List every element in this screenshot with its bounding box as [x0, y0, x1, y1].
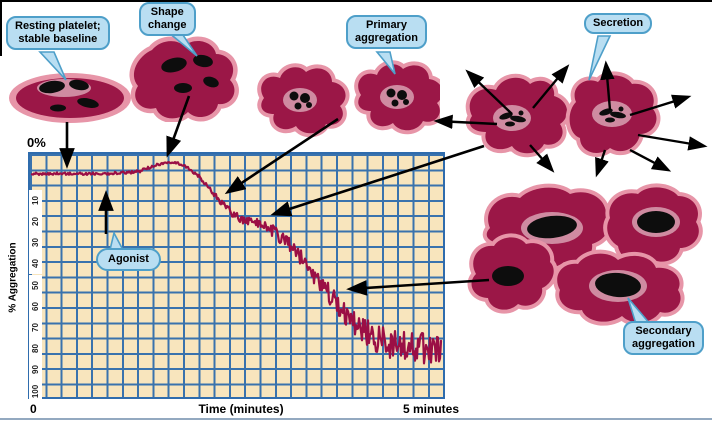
- granule-mass: [527, 215, 577, 239]
- y-tick-label: 10: [29, 189, 42, 211]
- granule-mass: [595, 272, 641, 298]
- y-tick-label: 40: [29, 253, 42, 275]
- callout-text: Primary: [365, 19, 407, 31]
- granule-mass: [637, 211, 675, 233]
- secondary-aggregation-cluster: [460, 178, 708, 330]
- y-tick-label: 80: [29, 338, 42, 360]
- aggregated-platelet-1: [487, 188, 609, 269]
- x-axis-end-label: 5 minutes: [403, 402, 460, 416]
- secretion-cells: [458, 66, 665, 184]
- callout-resting-platelet: Resting platelet; stable baseline: [6, 16, 110, 51]
- aggregated-platelet-2: [607, 187, 699, 261]
- zero-percent-label: 0%: [27, 135, 46, 150]
- callout-shape-change: Shape change: [139, 2, 196, 37]
- y-tick-label: 50: [29, 274, 42, 296]
- arrow-shapechange-to-bump: [166, 95, 191, 158]
- primary-platelet-right: [358, 64, 440, 130]
- granules: [39, 79, 99, 112]
- callout-text: Shape: [150, 6, 184, 18]
- callout-text: Secretion: [593, 17, 644, 29]
- y-tick-label: 30: [29, 232, 42, 254]
- top-border-line: [0, 0, 712, 2]
- secreting-platelet-left: [470, 78, 567, 154]
- arrow-primary-to-curve: [224, 117, 339, 195]
- callout-text: aggregation: [355, 32, 418, 45]
- secretion-bubble-tail: [588, 35, 612, 81]
- arrow-secondary-to-curve: [346, 278, 490, 296]
- callout-text: stable baseline: [18, 33, 98, 46]
- secreting-platelet-right: [570, 75, 657, 153]
- bottom-rule: [0, 418, 712, 420]
- primary-platelet-left: [261, 67, 345, 133]
- callout-primary-aggregation: Primary aggregation: [346, 15, 427, 50]
- aggregation-trace: [30, 161, 443, 365]
- callout-secretion: Secretion: [584, 13, 653, 35]
- granules: [161, 54, 219, 93]
- callout-text: aggregation: [632, 338, 695, 351]
- callout-text: Secondary: [635, 325, 692, 337]
- x-axis-title: Time (minutes): [198, 402, 284, 416]
- resting-bubble-tail: [38, 51, 67, 81]
- callout-text: Agonist: [108, 253, 149, 265]
- shape-change-platelet-cell: [124, 36, 242, 122]
- granule-mass: [492, 266, 524, 286]
- aggregation-trace-canvas: [30, 161, 443, 365]
- connector-arrows: [59, 95, 490, 296]
- resting-platelet-cell: [9, 73, 131, 123]
- arrow-secretion-to-plateau: [270, 144, 485, 217]
- aggregated-platelet-4: [557, 254, 680, 323]
- y-tick-label: 100: [29, 378, 42, 404]
- y-tick-label: 20: [29, 210, 42, 232]
- y-tick-label: 90: [29, 359, 42, 381]
- primary-aggregation-cells: [252, 58, 440, 142]
- secretion-radiating-arrows: [433, 60, 708, 178]
- callout-agonist: Agonist: [96, 248, 161, 272]
- callout-text: change: [148, 19, 187, 32]
- x-axis-origin-label: 0: [30, 402, 37, 416]
- y-tick-label: 60: [29, 295, 42, 317]
- primary-bubble-tail: [375, 51, 396, 75]
- callout-text: Resting platelet;: [15, 20, 101, 32]
- aggregated-platelet-3: [472, 237, 554, 309]
- callout-secondary-aggregation: Secondary aggregation: [623, 321, 704, 356]
- left-border-line: [0, 0, 2, 56]
- y-tick-label: 70: [29, 316, 42, 338]
- bubble-tails: [38, 31, 652, 325]
